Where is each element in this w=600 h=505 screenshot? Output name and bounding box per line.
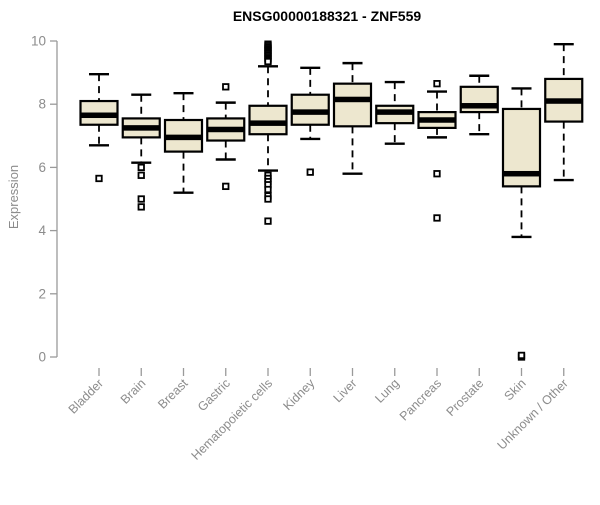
outlier-point [433,214,441,222]
median-line [291,109,329,115]
x-tick-label: Pancreas [397,376,444,423]
outlier-point [264,195,272,203]
median-line [122,125,160,131]
y-tick-label: 0 [38,350,46,365]
chart-title: ENSG00000188321 - ZNF559 [232,8,422,24]
x-tick-label: Kidney [280,376,317,413]
x-tick-label: Brain [118,376,149,407]
iqr-box [332,82,373,128]
outlier-point [222,83,230,91]
y-tick-label: 10 [31,34,46,49]
outlier-point [222,182,230,191]
median-line [80,112,118,119]
outlier-point [137,195,145,203]
iqr-box [248,104,288,136]
outlier-point [264,217,272,225]
x-tick-label: Lung [372,376,402,406]
outlier-point [95,174,103,183]
x-tick-label: Hematopoietic cells [189,376,276,463]
y-tick-label: 4 [38,223,46,238]
outlier-point [264,57,272,66]
median-line [376,109,414,115]
box-lung: Lung [372,80,415,406]
outlier-point [306,168,314,176]
y-tick-label: 8 [38,97,46,112]
box-kidney: Kidney [280,66,330,413]
outlier-point [264,185,272,194]
median-line [545,98,583,104]
box-pancreas: Pancreas [397,80,457,423]
outlier-point [433,170,441,178]
x-tick-label: Breast [155,376,191,412]
outlier-point [137,171,145,179]
box-breast: Breast [155,91,204,412]
box-skin: Skin [502,87,542,403]
outlier-point [433,80,441,88]
y-axis-label: Expression [6,164,21,230]
median-line [503,170,540,177]
y-tick-label: 6 [38,160,46,175]
x-tick-label: Skin [502,376,529,403]
median-line [165,134,202,141]
box-liver: Liver [331,61,373,405]
outlier-point [137,163,145,172]
median-line [334,96,371,103]
box-bladder: Bladder [66,72,119,417]
outlier-point [517,351,526,360]
y-tick-label: 2 [38,286,46,301]
x-tick-label: Prostate [444,376,487,419]
outlier-point [137,203,145,211]
x-tick-label: Gastric [195,376,233,414]
median-line [207,126,245,133]
box-brain: Brain [118,93,161,407]
median-line [418,117,456,123]
y-axis: 0 2 4 6 8 10 [31,34,58,365]
x-tick-label: Liver [331,376,360,405]
median-line [249,120,287,126]
median-line [460,103,498,109]
x-tick-label: Bladder [66,376,106,416]
